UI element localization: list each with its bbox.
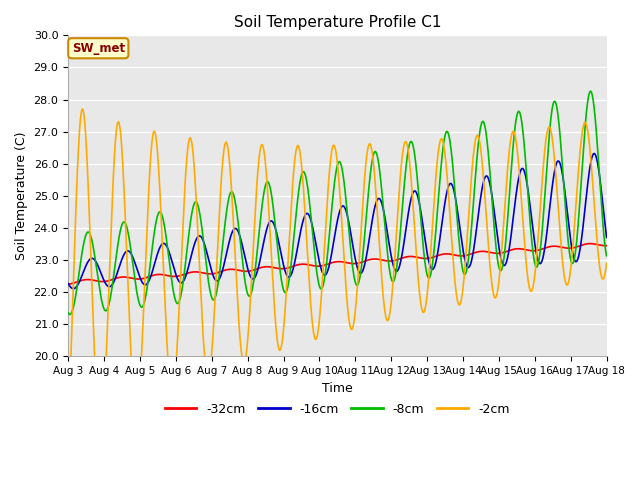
X-axis label: Time: Time xyxy=(322,382,353,395)
Text: SW_met: SW_met xyxy=(72,42,125,55)
Y-axis label: Soil Temperature (C): Soil Temperature (C) xyxy=(15,132,28,260)
Legend: -32cm, -16cm, -8cm, -2cm: -32cm, -16cm, -8cm, -2cm xyxy=(160,398,515,420)
Title: Soil Temperature Profile C1: Soil Temperature Profile C1 xyxy=(234,15,441,30)
